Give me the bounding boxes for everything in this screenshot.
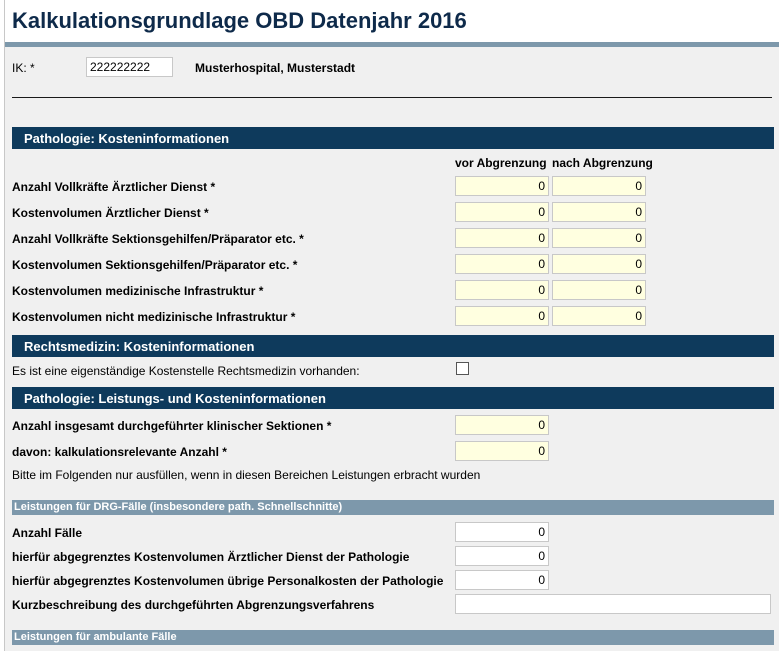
- row-label-kurzbeschreibung: Kurzbeschreibung des durchgeführten Abgr…: [12, 598, 375, 612]
- divider-line: [12, 97, 772, 98]
- sektionen-relevant-input[interactable]: [455, 441, 549, 461]
- kv-nichtmed-infra-vor-input[interactable]: [455, 306, 549, 326]
- column-header-nach: nach Abgrenzung: [552, 156, 653, 170]
- kv-aerztlich-vor-input[interactable]: [455, 202, 549, 222]
- kurzbeschreibung-input[interactable]: [455, 594, 771, 614]
- form-content: IK: * Musterhospital, Musterstadt Pathol…: [5, 47, 779, 651]
- fill-note: Bitte im Folgenden nur ausfüllen, wenn i…: [12, 468, 481, 482]
- row-label-kv-aerztlich-patho: hierfür abgegrenztes Kostenvolumen Ärztl…: [12, 550, 410, 564]
- kv-nichtmed-infra-nach-input[interactable]: [552, 306, 646, 326]
- vk-aerztlich-nach-input[interactable]: [552, 176, 646, 196]
- sektionen-gesamt-input[interactable]: [455, 415, 549, 435]
- row-label-kv-med-infra: Kostenvolumen medizinische Infrastruktur…: [12, 284, 264, 298]
- page-frame: Kalkulationsgrundlage OBD Datenjahr 2016…: [4, 0, 779, 651]
- ik-label: IK: *: [12, 61, 35, 75]
- section-pathologie-kosten: Pathologie: Kosteninformationen: [12, 127, 774, 149]
- section-ambulant: Leistungen für ambulante Fälle: [12, 630, 774, 645]
- anzahl-faelle-input[interactable]: [455, 522, 549, 542]
- vk-aerztlich-vor-input[interactable]: [455, 176, 549, 196]
- kv-aerztlich-patho-input[interactable]: [455, 546, 549, 566]
- page-title: Kalkulationsgrundlage OBD Datenjahr 2016: [12, 8, 467, 33]
- kv-med-infra-vor-input[interactable]: [455, 280, 549, 300]
- row-label-kv-nichtmed-infra: Kostenvolumen nicht medizinische Infrast…: [12, 310, 296, 324]
- row-label-vk-sektion: Anzahl Vollkräfte Sektionsgehilfen/Präpa…: [12, 232, 304, 246]
- kv-sektion-vor-input[interactable]: [455, 254, 549, 274]
- vk-sektion-nach-input[interactable]: [552, 228, 646, 248]
- row-label-kv-personal-patho: hierfür abgegrenztes Kostenvolumen übrig…: [12, 574, 444, 588]
- row-label-anzahl-faelle: Anzahl Fälle: [12, 526, 83, 540]
- kv-personal-patho-input[interactable]: [455, 570, 549, 590]
- row-label-sektionen-gesamt: Anzahl insgesamt durchgeführter klinisch…: [12, 419, 332, 433]
- section-rechtsmedizin: Rechtsmedizin: Kosteninformationen: [12, 335, 774, 357]
- rechtsmedizin-checkbox-label: Es ist eine eigenständige Kostenstelle R…: [12, 364, 360, 378]
- section-pathologie-leistung: Pathologie: Leistungs- und Kosteninforma…: [12, 387, 774, 409]
- kv-aerztlich-nach-input[interactable]: [552, 202, 646, 222]
- row-label-kv-aerztlich: Kostenvolumen Ärztlicher Dienst *: [12, 206, 209, 220]
- title-rule: [5, 42, 779, 47]
- vk-sektion-vor-input[interactable]: [455, 228, 549, 248]
- section-drg: Leistungen für DRG-Fälle (insbesondere p…: [12, 500, 774, 515]
- hospital-name: Musterhospital, Musterstadt: [195, 61, 356, 75]
- kv-sektion-nach-input[interactable]: [552, 254, 646, 274]
- column-header-vor: vor Abgrenzung: [455, 156, 547, 170]
- rechtsmedizin-checkbox[interactable]: [456, 362, 469, 375]
- row-label-vk-aerztlich: Anzahl Vollkräfte Ärztlicher Dienst *: [12, 180, 216, 194]
- title-bar: Kalkulationsgrundlage OBD Datenjahr 2016: [5, 0, 779, 44]
- row-label-sektionen-relevant: davon: kalkulationsrelevante Anzahl *: [12, 445, 227, 459]
- kv-med-infra-nach-input[interactable]: [552, 280, 646, 300]
- row-label-kv-sektion: Kostenvolumen Sektionsgehilfen/Präparato…: [12, 258, 298, 272]
- ik-input[interactable]: [86, 57, 173, 77]
